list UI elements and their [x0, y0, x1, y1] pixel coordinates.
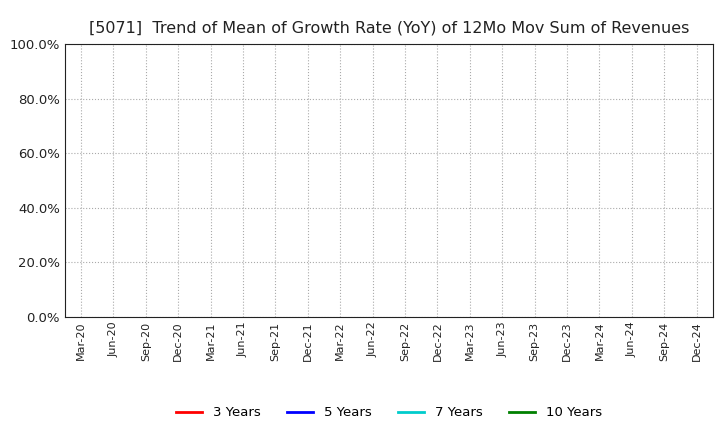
Legend: 3 Years, 5 Years, 7 Years, 10 Years: 3 Years, 5 Years, 7 Years, 10 Years — [171, 401, 607, 425]
Title: [5071]  Trend of Mean of Growth Rate (YoY) of 12Mo Mov Sum of Revenues: [5071] Trend of Mean of Growth Rate (YoY… — [89, 21, 689, 36]
